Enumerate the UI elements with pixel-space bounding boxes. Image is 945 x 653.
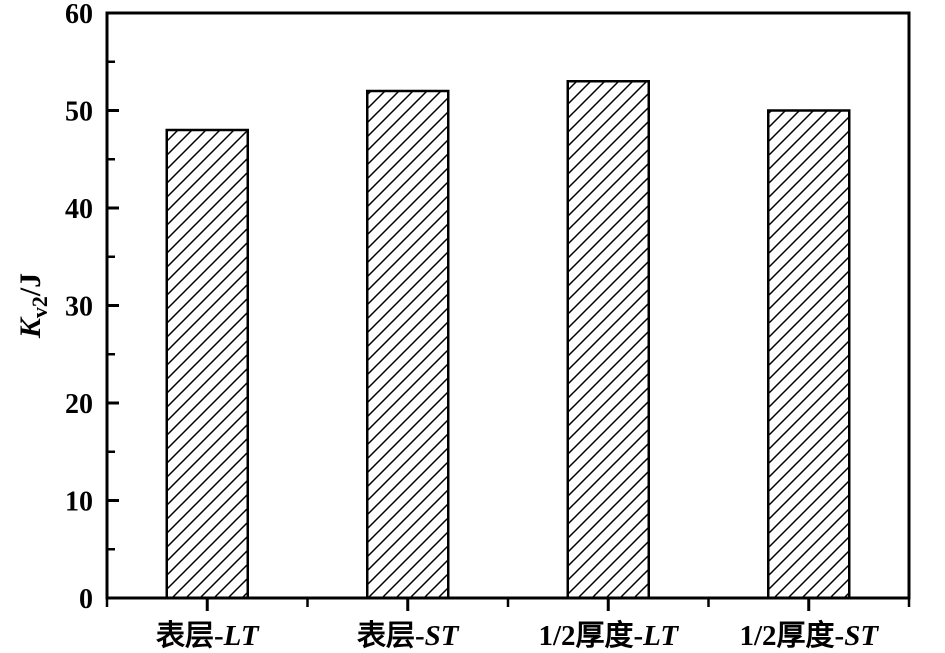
y-tick-label: 0 [79, 584, 93, 615]
y-tick-label: 60 [65, 0, 93, 30]
x-tick-label: 表层-ST [357, 619, 460, 652]
x-tick-label: 1/2厚度-ST [739, 619, 879, 652]
y-tick-label: 40 [65, 194, 93, 225]
y-tick-label: 20 [65, 389, 93, 420]
y-tick-label: 10 [65, 486, 93, 517]
y-tick-label: 50 [65, 96, 93, 127]
bar-2 [566, 80, 650, 600]
y-axis-title: Kv2/J [14, 273, 52, 339]
x-tick-label: 表层-LT [156, 619, 260, 652]
bar-1 [366, 89, 450, 600]
bar-0 [165, 128, 249, 600]
bar-3 [767, 109, 851, 600]
x-tick-label: 1/2厚度-LT [538, 619, 679, 652]
y-tick-label: 30 [65, 291, 93, 322]
